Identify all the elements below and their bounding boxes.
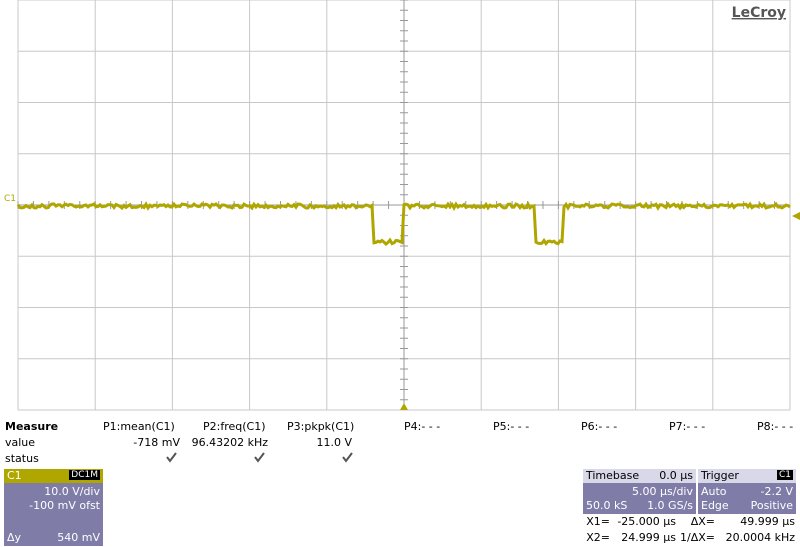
timebase-title: Timebase <box>586 469 639 482</box>
channel-panel[interactable]: C1 DC1M 10.0 V/div -100 mV ofst Δy 540 m… <box>4 469 103 546</box>
param-header: P7:- - - <box>669 420 705 433</box>
delta-label: Δy <box>7 531 21 544</box>
dx-label: ΔX= <box>691 515 715 528</box>
x1-label: X1= <box>586 515 610 528</box>
offset: -100 mV ofst <box>29 499 100 512</box>
coupling: DC1M <box>69 470 100 480</box>
check <box>167 453 176 461</box>
check <box>343 453 352 461</box>
check <box>255 453 264 461</box>
trigger-channel: C1 <box>777 470 793 480</box>
trigger-title: Trigger <box>701 469 739 482</box>
param-header: P4:- - - <box>404 420 440 433</box>
delta-value: 540 mV <box>57 531 100 544</box>
channel-marker: C1 <box>4 194 16 204</box>
param-header: P1:mean(C1) <box>103 420 175 433</box>
t-scale: 5.00 µs/div <box>632 485 693 498</box>
delay: 0.0 µs <box>659 469 693 482</box>
samples: 50.0 kS <box>586 499 627 512</box>
x2-label: X2= <box>586 531 610 544</box>
trigger-pos-marker <box>400 403 408 410</box>
trigger-mode: Auto <box>701 485 727 498</box>
rate: 1.0 GS/s <box>647 499 693 512</box>
trigger-type: Edge <box>701 499 729 512</box>
trigger-slope: Positive <box>751 499 793 512</box>
param-header: P8:- - - <box>757 420 793 433</box>
scope-screen: C1 LeCroy Measure P1:mean(C1) P2:freq(C1)… <box>0 0 800 547</box>
param-header: P3:pkpk(C1) <box>287 420 354 433</box>
v-scale: 10.0 V/div <box>44 485 100 498</box>
value-label: value <box>5 436 35 449</box>
x2: 24.999 µs <box>621 531 676 544</box>
channel-name: C1 <box>7 469 22 482</box>
trigger-panel[interactable]: Trigger C1 Auto -2.2 V Edge Positive <box>698 469 796 514</box>
measure-value: 11.0 V <box>316 436 352 449</box>
param-header: P5:- - - <box>493 420 529 433</box>
waveform-display: C1 LeCroy <box>0 0 800 420</box>
measure-value: 96.43202 kHz <box>192 436 268 449</box>
timebase-panel[interactable]: Timebase 0.0 µs 5.00 µs/div 50.0 kS 1.0 … <box>583 469 696 514</box>
measure-title: Measure <box>5 420 58 433</box>
logo: LeCroy <box>732 5 786 21</box>
dx: 49.999 µs <box>740 515 795 528</box>
param-header: P2:freq(C1) <box>203 420 266 433</box>
inv: 20.0004 kHz <box>726 531 795 544</box>
param-header: P6:- - - <box>581 420 617 433</box>
trigger-level: -2.2 V <box>761 485 793 498</box>
trigger-level-marker <box>792 212 800 220</box>
measure-value: -718 mV <box>133 436 180 449</box>
inv-label: 1/ΔX= <box>680 531 715 544</box>
status-icons <box>0 450 400 464</box>
x1: -25.000 µs <box>617 515 676 528</box>
